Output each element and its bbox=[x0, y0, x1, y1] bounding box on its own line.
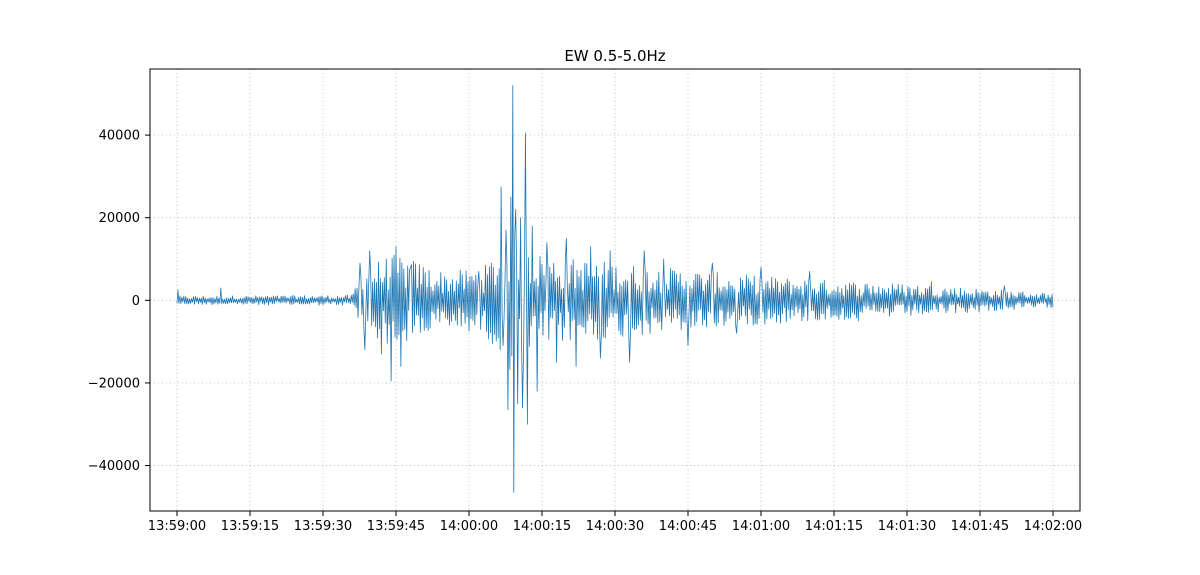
x-tick-label: 13:59:00 bbox=[148, 519, 206, 534]
x-tick-label: 14:01:45 bbox=[951, 519, 1009, 534]
y-tick-label: 0 bbox=[132, 294, 140, 309]
x-tick-label: 14:01:15 bbox=[805, 519, 863, 534]
y-axis: 40000 20000 0 −20000 −40000 bbox=[88, 129, 150, 474]
x-tick-label: 14:01:30 bbox=[878, 519, 936, 534]
y-tick-label: 40000 bbox=[99, 129, 140, 144]
x-tick-label: 13:59:30 bbox=[294, 519, 352, 534]
x-tick-label: 14:00:00 bbox=[440, 519, 498, 534]
x-tick-label: 14:00:15 bbox=[513, 519, 571, 534]
y-tick-label: −40000 bbox=[88, 459, 140, 474]
x-tick-label: 14:02:00 bbox=[1024, 519, 1082, 534]
x-tick-label: 14:01:00 bbox=[732, 519, 790, 534]
x-axis: 13:59:00 13:59:15 13:59:30 13:59:45 14:00:00… bbox=[148, 511, 1082, 534]
chart-title: EW 0.5-5.0Hz bbox=[564, 47, 665, 65]
x-tick-label: 14:00:45 bbox=[659, 519, 717, 534]
x-tick-label: 13:59:15 bbox=[221, 519, 279, 534]
x-tick-label: 13:59:45 bbox=[367, 519, 425, 534]
y-tick-label: 20000 bbox=[99, 211, 140, 226]
plot-area bbox=[176, 85, 1054, 493]
waveform-series-line bbox=[176, 85, 1054, 493]
y-tick-label: −20000 bbox=[88, 376, 140, 391]
x-tick-label: 14:00:30 bbox=[586, 519, 644, 534]
